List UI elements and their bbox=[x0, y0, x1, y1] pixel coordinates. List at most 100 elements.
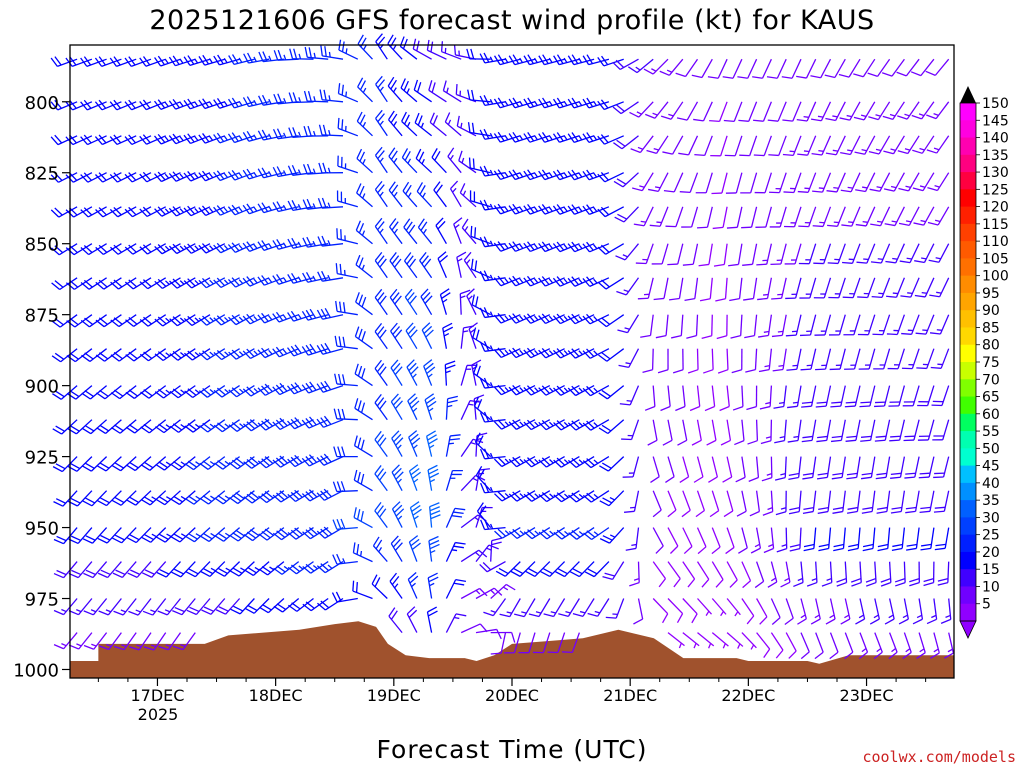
wind-barb bbox=[356, 111, 373, 137]
wind-barb bbox=[110, 385, 137, 400]
wind-barb-full bbox=[582, 422, 592, 431]
wind-barb bbox=[817, 490, 832, 514]
wind-barb-full bbox=[667, 263, 678, 266]
wind-barb-staff bbox=[624, 243, 640, 261]
wind-barb-full bbox=[755, 226, 766, 228]
wind-barb bbox=[124, 134, 152, 146]
wind-barb-half bbox=[534, 421, 539, 427]
wind-barb-full bbox=[407, 292, 415, 301]
wind-barb-full bbox=[154, 391, 164, 399]
wind-barb bbox=[227, 242, 255, 253]
wind-barb-full bbox=[513, 567, 524, 575]
wind-barb-staff bbox=[840, 385, 846, 407]
wind-barb bbox=[725, 172, 743, 194]
wind-barb-half bbox=[489, 274, 494, 280]
wind-barb-full bbox=[69, 317, 79, 326]
wind-barb-full bbox=[289, 48, 294, 59]
wind-barb-staff bbox=[649, 314, 654, 336]
wind-barb-full bbox=[803, 506, 814, 511]
wind-barb-staff bbox=[534, 561, 551, 577]
wind-barb-full bbox=[526, 385, 536, 394]
wind-barb-full bbox=[199, 462, 209, 470]
wind-barb-staff bbox=[691, 206, 699, 228]
wind-barb-staff bbox=[645, 243, 654, 264]
wind-barb-full bbox=[753, 154, 765, 157]
wind-barb-full bbox=[773, 405, 784, 409]
wind-barb-full bbox=[217, 422, 227, 430]
wind-barb-staff bbox=[796, 348, 802, 370]
wind-barb-full bbox=[676, 117, 688, 121]
wind-barb-full bbox=[836, 581, 847, 587]
wind-barb-full bbox=[409, 396, 418, 405]
wind-barb-full bbox=[479, 200, 486, 211]
wind-barb bbox=[888, 385, 906, 407]
wind-barb bbox=[802, 456, 817, 480]
wind-barb-full bbox=[923, 577, 934, 583]
wind-barb-full bbox=[571, 420, 580, 429]
wind-barb-staff bbox=[711, 348, 714, 370]
wind-barb-full bbox=[846, 435, 857, 439]
wind-barb-staff bbox=[942, 419, 950, 441]
wind-barb-full bbox=[140, 426, 150, 434]
wind-barb-full bbox=[228, 316, 237, 326]
wind-barb-full bbox=[340, 229, 342, 240]
wind-barb bbox=[748, 456, 760, 482]
wind-barb-full bbox=[816, 439, 827, 443]
wind-barb-full bbox=[429, 539, 440, 546]
wind-barb-full bbox=[109, 246, 119, 255]
wind-barb-half bbox=[166, 496, 172, 500]
wind-barb-half bbox=[848, 258, 854, 261]
wind-barb-full bbox=[753, 119, 764, 122]
wind-barb bbox=[287, 165, 314, 176]
wind-barb-full bbox=[553, 422, 562, 431]
wind-barb-staff bbox=[780, 277, 787, 299]
wind-barb-half bbox=[609, 534, 616, 538]
wind-barb-full bbox=[526, 347, 535, 357]
wind-barb-half bbox=[489, 311, 494, 317]
wind-barb-full bbox=[855, 618, 865, 625]
wind-barb-full bbox=[810, 618, 821, 625]
wind-barb-full bbox=[83, 172, 92, 181]
wind-barb-full bbox=[896, 71, 907, 77]
wind-barb-staff bbox=[667, 419, 673, 441]
wind-barb bbox=[493, 456, 521, 468]
wind-barb-full bbox=[332, 554, 338, 565]
wind-barb-full bbox=[113, 244, 122, 253]
wind-barb-half bbox=[253, 316, 258, 321]
wind-barb-full bbox=[83, 56, 92, 66]
wind-barb-full bbox=[854, 151, 865, 155]
wind-barb-half bbox=[780, 507, 787, 510]
wind-barb bbox=[483, 598, 507, 617]
wind-barb-full bbox=[168, 56, 176, 67]
wind-barb-half bbox=[253, 278, 258, 284]
wind-barb-full bbox=[217, 460, 227, 468]
wind-barb-full bbox=[318, 124, 323, 136]
wind-barb-half bbox=[282, 242, 287, 248]
wind-barb bbox=[597, 314, 625, 328]
wind-barb bbox=[391, 464, 404, 492]
wind-barb-full bbox=[388, 607, 396, 617]
wind-barb-full bbox=[360, 402, 366, 413]
wind-barb bbox=[540, 561, 566, 578]
wind-barb-staff bbox=[445, 508, 456, 528]
wind-barb bbox=[66, 348, 93, 363]
wind-barb-full bbox=[169, 280, 178, 289]
wind-barb-half bbox=[920, 219, 926, 223]
wind-barb-full bbox=[894, 577, 906, 583]
y-tick-label: 850 bbox=[25, 235, 59, 256]
wind-barb-staff bbox=[868, 348, 876, 370]
wind-barb-full bbox=[95, 209, 104, 218]
wind-barb-half bbox=[313, 52, 316, 59]
wind-barb-full bbox=[707, 76, 719, 79]
wind-barb-half bbox=[345, 91, 348, 97]
wind-barb-full bbox=[850, 577, 862, 583]
wind-barb bbox=[547, 632, 566, 654]
wind-barb bbox=[567, 54, 595, 66]
wind-barb-staff bbox=[665, 314, 669, 336]
wind-barb bbox=[124, 99, 152, 111]
colorbar-swatch bbox=[960, 379, 976, 398]
wind-barb-full bbox=[275, 311, 284, 321]
wind-barb-half bbox=[846, 114, 852, 118]
wind-barb bbox=[169, 277, 196, 289]
wind-barb bbox=[155, 527, 181, 543]
